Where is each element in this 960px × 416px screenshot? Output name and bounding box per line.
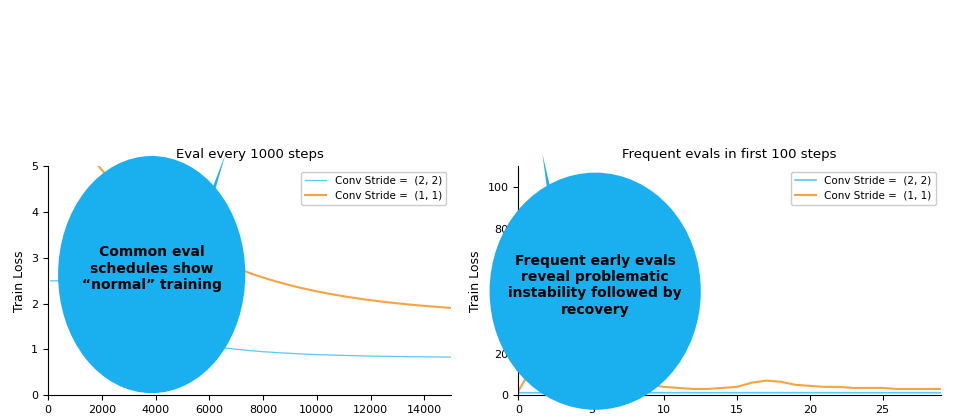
- Conv Stride =  (1, 1): [535, 278, 546, 283]
- Conv Stride =  (2, 2): [706, 390, 717, 395]
- Conv Stride =  (1, 1): [575, 185, 587, 190]
- Conv Stride =  (2, 2): [45, 278, 57, 283]
- Line: Conv Stride =  (2, 2): Conv Stride = (2, 2): [51, 281, 454, 357]
- Conv Stride =  (1, 1): [557, 193, 568, 198]
- Conv Stride =  (1, 1): [716, 385, 728, 390]
- Conv Stride =  (1, 1): [43, 88, 55, 93]
- Conv Stride =  (1, 1): [746, 380, 757, 385]
- Conv Stride =  (1, 1): [622, 378, 634, 383]
- Conv Stride =  (1, 1): [804, 384, 815, 389]
- Conv Stride =  (1, 1): [833, 384, 845, 389]
- Conv Stride =  (1, 1): [282, 282, 294, 287]
- Y-axis label: Train Loss: Train Loss: [469, 250, 482, 312]
- Conv Stride =  (1, 1): [382, 300, 394, 305]
- Conv Stride =  (1, 1): [819, 384, 830, 389]
- Conv Stride =  (1, 1): [520, 376, 532, 381]
- Conv Stride =  (1, 1): [580, 193, 591, 198]
- Conv Stride =  (1, 1): [848, 385, 859, 390]
- Conv Stride =  (1, 1): [732, 384, 743, 389]
- Conv Stride =  (1, 1): [289, 284, 300, 289]
- Conv Stride =  (1, 1): [862, 385, 874, 390]
- Y-axis label: Train Loss: Train Loss: [12, 250, 26, 312]
- Line: Conv Stride =  (1, 1): Conv Stride = (1, 1): [518, 181, 941, 391]
- Conv Stride =  (1, 1): [659, 384, 670, 389]
- Conv Stride =  (2, 2): [935, 390, 947, 395]
- Conv Stride =  (2, 2): [300, 352, 312, 357]
- Title: Eval every 1000 steps: Eval every 1000 steps: [176, 148, 324, 161]
- Conv Stride =  (1, 1): [608, 368, 619, 373]
- Conv Stride =  (2, 2): [918, 390, 929, 395]
- Conv Stride =  (1, 1): [549, 262, 561, 267]
- Conv Stride =  (2, 2): [440, 354, 451, 359]
- Conv Stride =  (1, 1): [586, 206, 597, 210]
- Legend: Conv Stride =  (2, 2), Conv Stride =  (1, 1): Conv Stride = (2, 2), Conv Stride = (1, …: [301, 172, 446, 205]
- Conv Stride =  (1, 1): [644, 382, 656, 387]
- Conv Stride =  (1, 1): [600, 351, 612, 356]
- Conv Stride =  (1, 1): [891, 386, 902, 391]
- Conv Stride =  (2, 2): [290, 351, 301, 356]
- Conv Stride =  (1, 1): [673, 385, 684, 390]
- Conv Stride =  (1, 1): [614, 374, 626, 379]
- Conv Stride =  (2, 2): [627, 390, 638, 395]
- Legend: Conv Stride =  (2, 2), Conv Stride =  (1, 1): Conv Stride = (2, 2), Conv Stride = (1, …: [791, 172, 936, 205]
- Title: Frequent evals in first 100 steps: Frequent evals in first 100 steps: [622, 148, 837, 161]
- Conv Stride =  (2, 2): [448, 354, 460, 359]
- Conv Stride =  (1, 1): [594, 310, 606, 314]
- Conv Stride =  (1, 1): [789, 382, 801, 387]
- Conv Stride =  (1, 1): [42, 86, 54, 91]
- Conv Stride =  (1, 1): [408, 302, 420, 307]
- Conv Stride =  (1, 1): [921, 386, 932, 391]
- Conv Stride =  (1, 1): [589, 247, 601, 252]
- Conv Stride =  (1, 1): [564, 185, 575, 190]
- Conv Stride =  (1, 1): [513, 389, 524, 394]
- Conv Stride =  (1, 1): [281, 282, 293, 287]
- Conv Stride =  (1, 1): [702, 386, 713, 391]
- Conv Stride =  (1, 1): [541, 268, 553, 273]
- Conv Stride =  (2, 2): [539, 390, 550, 395]
- Conv Stride =  (1, 1): [687, 386, 699, 391]
- Conv Stride =  (2, 2): [187, 341, 199, 346]
- Conv Stride =  (2, 2): [327, 353, 339, 358]
- Conv Stride =  (1, 1): [445, 305, 457, 310]
- Conv Stride =  (1, 1): [760, 378, 772, 383]
- Text: Common eval
schedules show
“normal” training: Common eval schedules show “normal” trai…: [82, 245, 222, 292]
- Conv Stride =  (2, 2): [241, 348, 252, 353]
- Conv Stride =  (2, 2): [530, 390, 541, 395]
- Conv Stride =  (1, 1): [876, 385, 888, 390]
- Text: Frequent early evals
reveal problematic
instability followed by
recovery: Frequent early evals reveal problematic …: [509, 254, 682, 317]
- Conv Stride =  (2, 2): [903, 390, 915, 395]
- Conv Stride =  (1, 1): [935, 386, 947, 391]
- Conv Stride =  (1, 1): [571, 178, 583, 183]
- Conv Stride =  (1, 1): [775, 379, 786, 384]
- Conv Stride =  (1, 1): [906, 386, 918, 391]
- Conv Stride =  (2, 2): [513, 390, 524, 395]
- Conv Stride =  (1, 1): [527, 285, 539, 290]
- Conv Stride =  (1, 1): [629, 380, 640, 385]
- Conv Stride =  (2, 2): [593, 390, 605, 395]
- Conv Stride =  (2, 2): [591, 390, 603, 395]
- Line: Conv Stride =  (1, 1): Conv Stride = (1, 1): [48, 88, 451, 308]
